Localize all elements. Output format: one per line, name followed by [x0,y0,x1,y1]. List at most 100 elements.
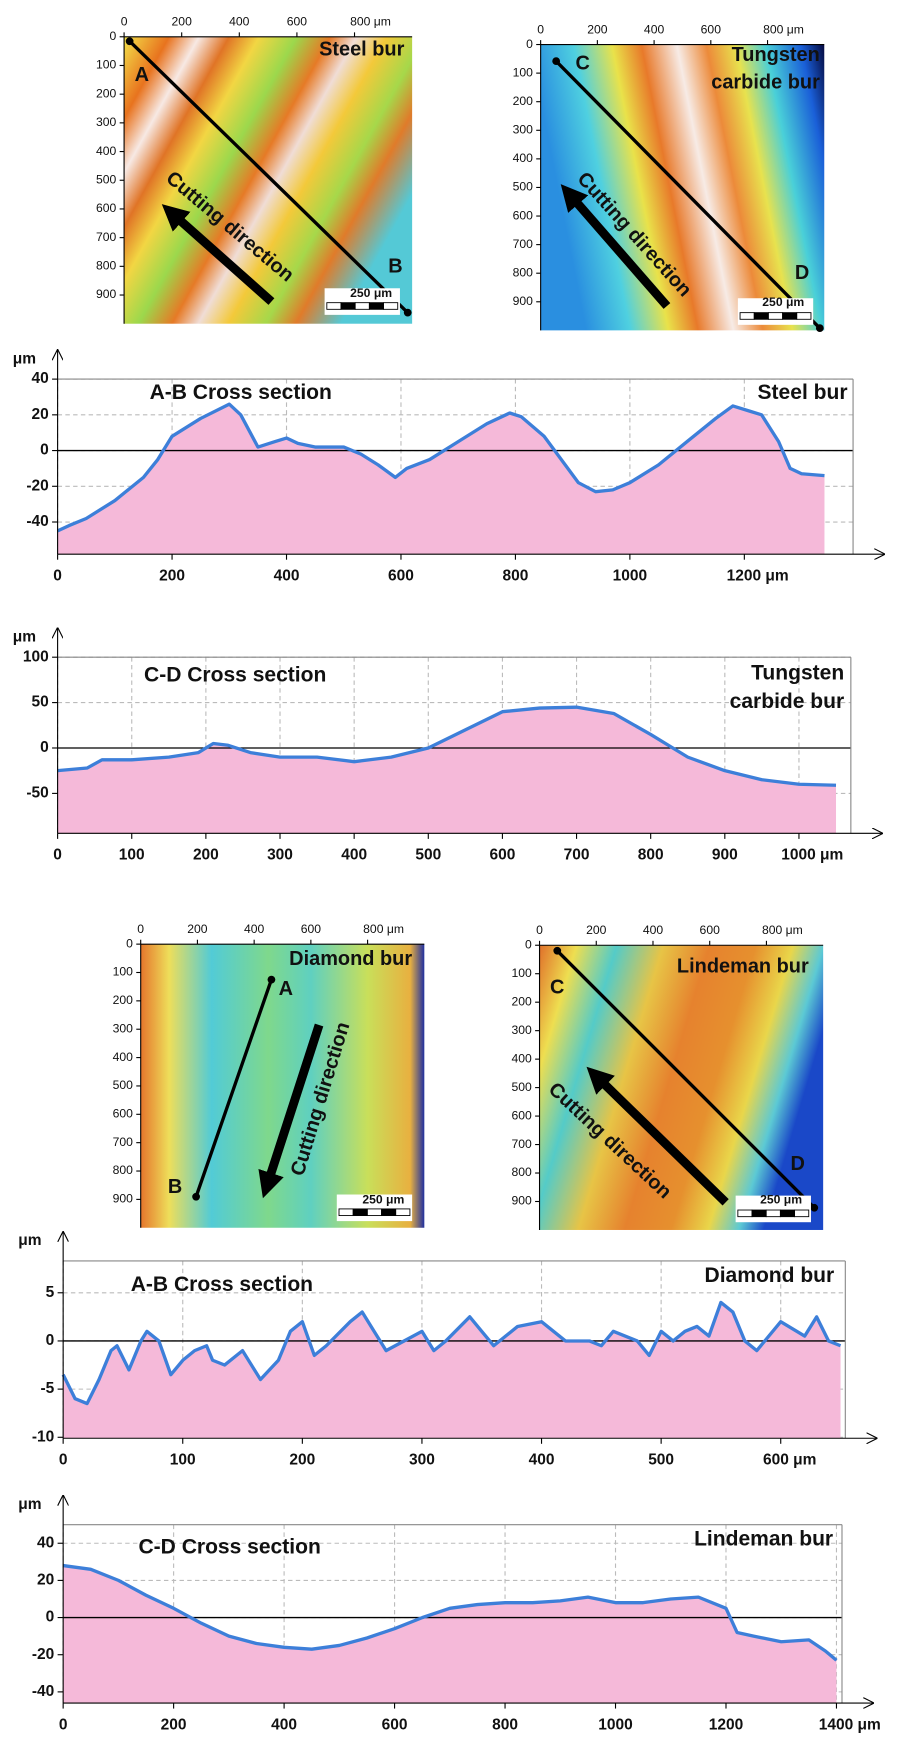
section-line [128,40,409,314]
y-tick-label: -40 [32,1683,54,1700]
scale-bar-bg [737,298,814,325]
y-tick-label: 900 [511,1194,532,1208]
y-tick-label: 300 [511,1023,532,1037]
y-tick-label: 800 [513,265,534,279]
y-tick-label: 700 [96,230,117,244]
y-axis-unit: μm [13,628,36,645]
scale-bar [753,312,769,320]
profile-area [57,404,825,555]
profile-area [63,1302,841,1439]
y-tick-label: 500 [513,180,534,194]
section-end [192,1192,200,1201]
profile-line [56,402,825,533]
x-tick-label: 600 [382,1716,408,1733]
section-end [553,946,562,955]
point-label: C [550,977,564,999]
x-tick-label: 600 [489,847,515,864]
x-tick-label: 400 [244,922,265,936]
y-axis-unit: μm [13,350,36,367]
x-tick-label: 0 [59,1716,68,1733]
x-tick-label: 400 [529,1451,555,1468]
section-line [554,59,822,330]
y-tick-label: 500 [96,172,117,186]
y-tick-label: 200 [113,993,134,1007]
y-tick-label: 0 [525,937,532,951]
y-tick-label: -10 [32,1428,54,1445]
y-tick-label: 700 [513,237,534,251]
y-tick-label: 900 [96,287,117,301]
profile-label: Lindeman bur [694,1528,833,1551]
x-tick-label: 200 [289,1451,315,1468]
y-tick-label: 40 [31,370,48,387]
y-tick-label: -40 [26,513,48,530]
y-tick-label: 400 [513,151,534,165]
direction-arrow [258,1023,324,1199]
y-tick-label: 900 [513,294,534,308]
scale-bar-label: 250 μm [350,286,392,300]
x-tick-label: 1200 μm [727,567,789,584]
y-tick-label: 900 [113,1192,134,1206]
direction-arrow [586,1066,729,1206]
x-tick-label: 900 [712,847,738,864]
y-tick-label: 600 [513,208,534,222]
scale-bar [368,302,384,310]
x-tick-label: 0 [59,1451,68,1468]
scale-bar [354,302,370,310]
scale-bar-label: 250 μm [362,1192,404,1206]
y-tick-label: 300 [96,115,117,129]
y-tick-label: 600 [511,1108,532,1122]
profile-label: Tungsten [751,661,844,684]
scale-bar [381,1208,397,1217]
y-tick-label: 0 [46,1609,55,1626]
x-tick-label: 800 μm [762,923,803,937]
profile-label: Steel bur [758,381,848,404]
y-tick-label: 500 [113,1078,134,1092]
y-tick-label: 20 [31,406,48,423]
x-tick-label: 0 [537,22,544,36]
profile-title: C-D Cross section [144,664,326,687]
map-title: Steel bur [319,38,405,60]
x-tick-label: 800 μm [763,22,804,36]
point-label: A [279,978,293,1000]
section-end [552,57,561,66]
y-axis-unit: μm [18,1232,41,1249]
x-tick-label: 400 [644,22,665,36]
scale-bar-bg [324,288,400,315]
x-tick-label: 0 [137,922,144,936]
x-tick-label: 400 [271,1716,297,1733]
x-tick-label: 200 [161,1716,187,1733]
y-tick-label: 600 [113,1107,134,1121]
x-tick-label: 0 [536,923,543,937]
y-tick-label: 400 [96,144,117,158]
profile-label: carbide bur [730,690,845,713]
scale-bar [395,1208,411,1217]
scale-bar [751,1209,767,1218]
x-tick-label: 800 [492,1716,518,1733]
x-tick-label: 1400 μm [819,1716,881,1733]
scale-bar-label: 250 μm [762,295,804,309]
x-tick-label: 400 [229,15,250,29]
section-end [267,975,276,984]
point-label: D [790,1153,804,1175]
height-map [539,945,824,1230]
y-tick-label: 600 [96,201,117,215]
profile-title: C-D Cross section [138,1535,320,1558]
profile-label: Diamond bur [705,1264,835,1287]
y-tick-label: 50 [31,694,48,711]
scale-bar [782,312,798,320]
y-tick-label: 0 [110,29,117,43]
x-tick-label: 800 [502,567,528,584]
y-axis-unit: μm [18,1496,41,1513]
scale-bar-bg [336,1194,413,1222]
scale-bar [326,302,342,310]
y-tick-label: 0 [40,739,49,756]
profile-line [62,1563,838,1662]
x-tick-label: 400 [643,923,664,937]
point-label: B [388,255,402,277]
y-tick-label: 0 [40,442,49,459]
section-line [194,979,274,1198]
y-tick-label: 100 [511,966,532,980]
point-label: A [135,64,149,86]
y-tick-label: 100 [513,65,534,79]
